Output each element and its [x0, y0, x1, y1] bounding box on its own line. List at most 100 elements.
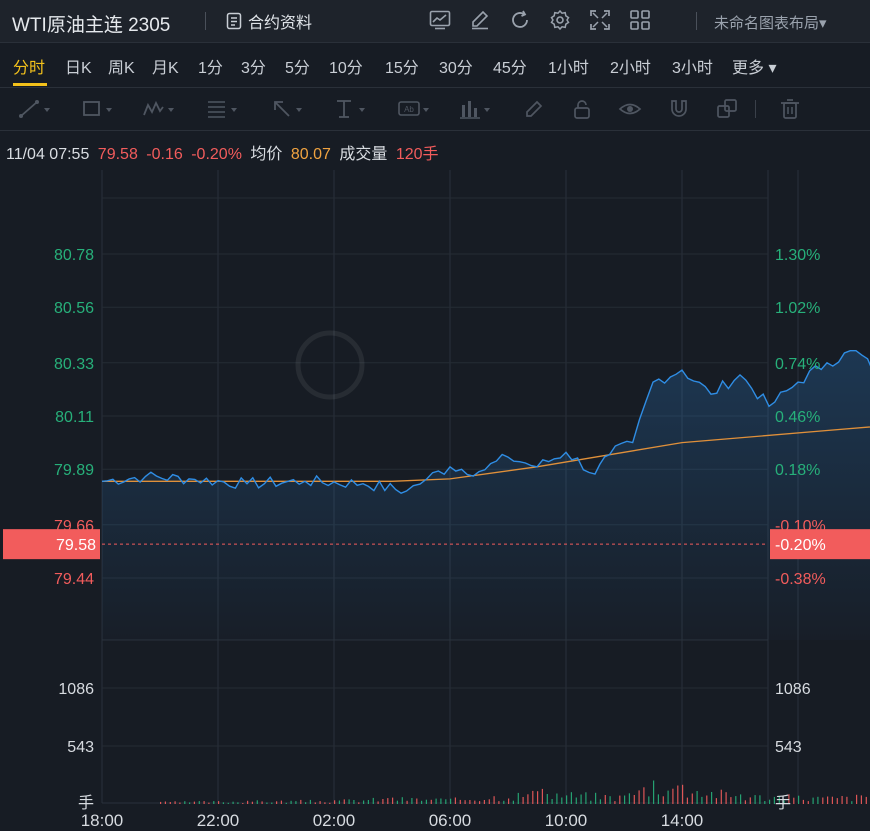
measure-tool[interactable] [458, 96, 492, 122]
grid-layout-icon[interactable] [628, 8, 652, 32]
tab-2[interactable]: 周K [108, 60, 135, 77]
volume-bar [324, 802, 326, 804]
pen-icon [526, 100, 543, 117]
volume-bar [817, 796, 819, 804]
volume-bar [812, 797, 814, 804]
price-line[interactable] [101, 298, 870, 583]
volume-bar [827, 796, 829, 804]
document-icon [226, 12, 242, 30]
trash-icon [781, 99, 799, 119]
tab-9[interactable]: 30分 [439, 60, 473, 77]
time-axis-label: 06:00 [429, 811, 472, 830]
fullscreen-icon[interactable] [588, 8, 612, 32]
tab-12[interactable]: 2小时 [610, 60, 651, 77]
tab-1[interactable]: 日K [65, 60, 92, 77]
quote-change-pct: -0.20% [191, 146, 242, 163]
volume-bar [512, 800, 514, 804]
volume-bar [469, 800, 471, 804]
volume-bar [382, 799, 384, 804]
quote-price: 79.58 [97, 146, 138, 163]
volume-bar [522, 797, 524, 804]
tab-4[interactable]: 1分 [198, 60, 223, 77]
current-pct-label: -0.20% [775, 537, 826, 554]
tab-10[interactable]: 45分 [493, 60, 527, 77]
volume-bar [227, 802, 229, 804]
settings-icon[interactable] [548, 8, 572, 32]
lock-tool[interactable] [570, 96, 594, 122]
volume-bar [527, 794, 529, 804]
volume-bar [749, 797, 751, 804]
volume-axis-label: 543 [67, 739, 94, 756]
tab-5[interactable]: 3分 [241, 60, 266, 77]
layout-selector[interactable]: 未命名图表布局▾ [714, 15, 827, 32]
volume-axis-label: 543 [775, 739, 802, 756]
instrument-title[interactable]: WTI原油主连 2305 [12, 15, 171, 36]
tab-0[interactable]: 分时 [13, 60, 46, 77]
volume-bar [198, 801, 200, 804]
volume-bar [387, 798, 389, 804]
magnet-tool[interactable] [667, 96, 691, 122]
volume-bar [425, 799, 427, 804]
volume-bar [696, 791, 698, 804]
tab-8[interactable]: 15分 [385, 60, 419, 77]
price-range-tool[interactable] [333, 96, 367, 122]
volume-bar [237, 802, 239, 804]
time-axis-label: 10:00 [545, 811, 588, 830]
volume-bar [691, 793, 693, 804]
tab-6[interactable]: 5分 [285, 60, 310, 77]
fib-tool[interactable] [205, 96, 239, 122]
volume-bar [836, 798, 838, 804]
tab-13[interactable]: 3小时 [672, 60, 713, 77]
volume-bar [160, 801, 162, 804]
volume-bar [503, 800, 505, 804]
volume-bar [164, 801, 166, 804]
volume-label: 成交量 [339, 146, 388, 163]
volume-bar [614, 801, 616, 804]
volume-bar [372, 797, 374, 804]
trend-line-tool[interactable] [18, 96, 52, 122]
wave-tool[interactable] [142, 96, 176, 122]
volume-bar [464, 800, 466, 804]
pen-tool[interactable] [522, 96, 546, 122]
eye-icon [618, 103, 642, 115]
volume-bar [193, 801, 195, 804]
volume-bar [740, 794, 742, 804]
chart-type-icon[interactable] [428, 8, 452, 32]
text-tool[interactable]: Ab [397, 96, 431, 122]
percent-axis-label: -0.38% [775, 571, 826, 588]
volume-bar [179, 802, 181, 804]
intraday-chart[interactable]: 80.7880.5680.3380.1179.8979.6679.441.30%… [0, 130, 870, 831]
arrow-tool[interactable] [270, 96, 304, 122]
volume-bar [619, 795, 621, 804]
volume-bar [377, 801, 379, 804]
watermark-logo [295, 330, 365, 400]
tab-14[interactable]: 更多 ▾ [732, 60, 777, 77]
draw-icon[interactable] [468, 8, 492, 32]
volume-bar [498, 801, 500, 804]
drawing-toolbar: Ab [0, 88, 870, 131]
contract-info-button[interactable]: 合约资料 [226, 10, 312, 32]
volume-bar [358, 802, 360, 804]
rectangle-tool[interactable] [80, 96, 114, 122]
period-tabs: 分时 日K 周K 月K 1分 3分 5分 10分 15分 30分 45分 1小时 2小时 3小时 更多 ▾ [0, 43, 870, 88]
tab-11[interactable]: 1小时 [548, 60, 589, 77]
volume-bar [266, 802, 268, 804]
current-pct-badge [770, 529, 870, 560]
volume-bar [773, 796, 775, 804]
eye-tool[interactable] [618, 96, 642, 122]
volume-bar [537, 791, 539, 804]
tab-3[interactable]: 月K [152, 60, 179, 77]
layers-tool[interactable] [715, 96, 739, 122]
volume-bar [305, 802, 307, 804]
tab-7[interactable]: 10分 [329, 60, 363, 77]
trash-tool[interactable] [778, 96, 802, 122]
volume-bar [638, 790, 640, 804]
volume-bar [261, 801, 263, 804]
quote-avg: 80.07 [290, 146, 331, 163]
time-axis-label: 18:00 [81, 811, 124, 830]
arrow-icon [274, 101, 290, 117]
volume-bar [822, 797, 824, 804]
refresh-icon[interactable] [508, 8, 532, 32]
volume-bar [730, 797, 732, 804]
volume-bar [508, 798, 510, 804]
